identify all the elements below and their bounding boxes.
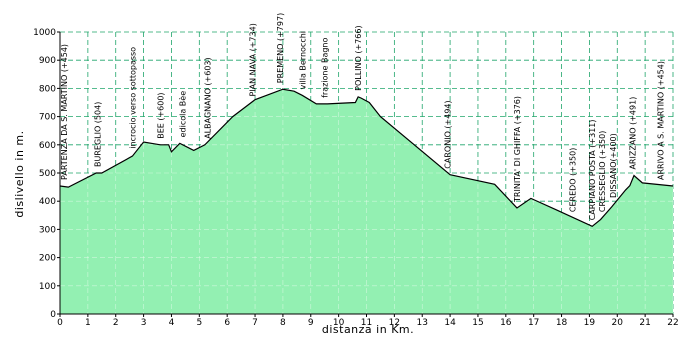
x-tick-label: 4 (169, 318, 175, 328)
x-tick-label: 2 (113, 318, 119, 328)
place-label: CEREDO (+350) (569, 148, 578, 212)
x-tick-label: 7 (252, 318, 258, 328)
place-label: CRESSEGLIO (+350) (598, 131, 607, 212)
y-tick-label: 600 (39, 141, 56, 151)
x-tick-label: 3 (141, 318, 147, 328)
place-label: BUREGLIO (504) (94, 102, 103, 167)
y-tick-label: 0 (50, 310, 56, 320)
axes (57, 31, 674, 317)
x-tick-label: 21 (639, 318, 650, 328)
x-tick-label: 10 (333, 318, 345, 328)
place-label: POLLINO (+766) (354, 25, 363, 90)
x-tick-label: 13 (417, 318, 428, 328)
place-label: DISSANO(+400) (609, 133, 618, 198)
tick-labels: 0 1 2 3 4 5 6 7 8 9 10 11 12 13 14 15 16 17 18 19 20 21 220100… (33, 28, 679, 328)
x-tick-label: 9 (308, 318, 314, 328)
x-tick-label: 6 (224, 318, 230, 328)
place-label: ARIZZANO (+491) (629, 97, 638, 170)
y-tick-label: 1000 (33, 28, 56, 38)
x-tick-label: 14 (444, 318, 456, 328)
x-axis-label: distanza in Km. (322, 323, 414, 336)
place-label: PIAN NAVA (+734) (248, 23, 257, 96)
place-label: incrocio verso sottopasso (128, 47, 137, 149)
place-label: ALBAGNANO (+603) (204, 57, 213, 138)
place-labels: PARTENZA DA S. MARTINO (+454) BUREGLIO (5… (60, 13, 665, 220)
x-tick-label: 0 (57, 318, 63, 328)
x-tick-label: 5 (196, 318, 202, 328)
x-tick-label: 15 (472, 318, 483, 328)
place-label: BEE (+600) (156, 92, 165, 138)
place-label: edicola Bèe (178, 91, 188, 138)
y-axis-label: dislivello in m. (13, 130, 26, 217)
y-tick-label: 900 (39, 56, 56, 66)
place-label: CARPIANO POSTA (+311) (588, 120, 597, 221)
place-label: frazione Bagno (321, 38, 330, 98)
y-tick-label: 300 (39, 225, 56, 235)
y-tick-label: 800 (39, 84, 56, 94)
elevation-line (59, 88, 674, 227)
place-label: PREMENO (+797) (276, 13, 285, 83)
x-tick-label: 18 (556, 318, 568, 328)
x-tick-label: 16 (500, 318, 512, 328)
x-tick-label: 12 (389, 318, 400, 328)
x-tick-label: 11 (361, 318, 372, 328)
place-label: villa Bernocchi (298, 31, 307, 89)
x-tick-label: 1 (85, 318, 91, 328)
x-tick-label: 8 (280, 318, 286, 328)
profile-line (59, 88, 674, 227)
y-tick-label: 700 (39, 113, 56, 123)
place-label: PARTENZA DA S. MARTINO (+454) (60, 44, 69, 180)
place-label: ARRIVO A S. MARTINO (+454) (656, 61, 665, 180)
x-tick-label: 17 (528, 318, 539, 328)
x-tick-label: 19 (584, 318, 596, 328)
fill-grid (60, 89, 673, 314)
x-tick-label: 20 (612, 318, 624, 328)
x-tick-label: 22 (667, 318, 678, 328)
y-tick-label: 200 (39, 254, 56, 264)
y-tick-label: 500 (39, 169, 56, 179)
place-label: CARONIO (+494) (443, 100, 452, 168)
y-tick-label: 400 (39, 197, 56, 207)
y-tick-label: 100 (39, 282, 56, 292)
place-label: TRINITA' DI GHIFFA (+376) (513, 96, 522, 203)
